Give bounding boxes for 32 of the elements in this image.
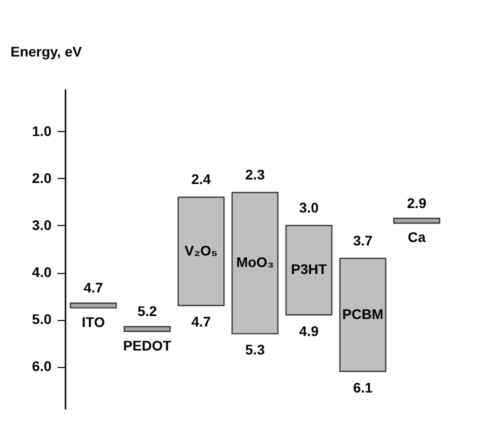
bar — [393, 218, 440, 224]
annotation: 5.2 — [137, 303, 158, 319]
y-tick-label: 6.0 — [32, 358, 52, 374]
bar — [285, 224, 332, 316]
x-tick-label: MoO₃ — [236, 254, 274, 270]
bar — [178, 196, 225, 306]
y-tick-label: 1.0 — [32, 122, 52, 139]
annotation: 2.9 — [406, 194, 427, 211]
bar — [70, 302, 117, 308]
annotation: 2.4 — [191, 171, 212, 188]
annotation: 2.3 — [245, 166, 265, 183]
annotation: 3.0 — [299, 199, 319, 216]
y-axis-title: Energy, eV — [10, 44, 82, 60]
y-tick-label: 5.0 — [32, 311, 52, 328]
annotation: 6.1 — [353, 379, 373, 396]
annotation: 5.3 — [245, 342, 265, 358]
annotation: 3.7 — [353, 232, 373, 248]
y-tick-label: 4.0 — [32, 264, 52, 280]
y-tick-label: 3.0 — [32, 216, 52, 233]
x-tick-label: ITO — [82, 314, 105, 330]
annotation: 4.9 — [299, 322, 319, 339]
x-tick-label: PCBM — [342, 306, 384, 322]
annotation: 4.7 — [84, 279, 104, 296]
x-tick-label: PEDOT — [123, 337, 172, 354]
bar — [339, 258, 386, 372]
x-tick-label: P3HT — [291, 261, 328, 278]
annotation: 4.7 — [191, 313, 212, 330]
bar — [124, 326, 171, 332]
bar — [231, 192, 279, 334]
y-tick-label: 2.0 — [32, 170, 52, 186]
x-tick-label: V₂O₅ — [184, 242, 218, 258]
x-tick-label: Ca — [408, 229, 426, 246]
